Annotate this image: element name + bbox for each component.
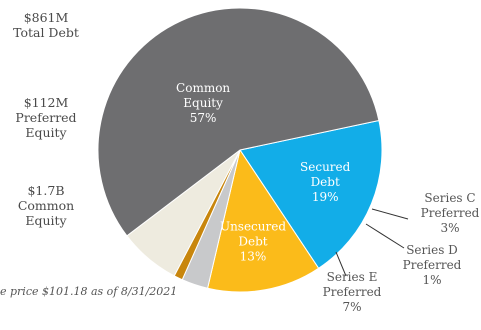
common-equity-label-line-2: Equity [25,213,67,228]
slice-label-line: 19% [312,190,339,204]
leader-line-series-e-preferred [335,251,347,277]
pie-slice-secured-debt [239,119,383,269]
common-equity-value: $1.7B [27,183,65,198]
slice-label-line: 13% [240,249,267,263]
preferred-equity-stat: $112M Preferred Equity [0,95,92,140]
share-price-footnote: e price $101.18 as of 8/31/2021 [0,285,178,298]
slice-label-line: Secured [300,160,351,174]
slice-label-series-e-preferred: Series E Preferred 7% [323,270,382,314]
common-equity-label-line-1: Common [17,198,75,213]
total-debt-label: Total Debt [13,25,79,40]
slice-label-secured-debt: Secured Debt 19% [300,160,351,204]
slice-label-series-d-preferred: Series D Preferred 1% [403,243,462,287]
slice-label-line: Series D [406,243,458,257]
slice-label-line: 3% [440,221,459,235]
slice-label-line: Debt [238,234,267,248]
leader-line-series-d-preferred [365,223,405,249]
slice-label-line: Preferred [421,206,480,220]
leader-line-series-c-preferred [371,208,409,220]
total-debt-stat: $861M Total Debt [0,10,92,40]
slice-label-unsecured-debt: Unsecured Debt 13% [220,219,286,263]
slice-label-line: Common [176,81,230,95]
preferred-equity-label-line-1: Preferred [15,110,77,125]
pie-slice-common-equity [97,7,380,237]
preferred-equity-value: $112M [23,95,69,110]
slice-label-line: 1% [422,273,441,287]
slice-label-line: Series E [327,270,378,284]
slice-label-line: Preferred [403,258,462,272]
slice-label-line: Preferred [323,285,382,299]
common-equity-stat: $1.7B Common Equity [0,183,92,228]
slice-label-common-equity: Common Equity 57% [176,81,230,125]
slice-label-line: 57% [190,111,217,125]
slice-label-line: Equity [183,96,223,110]
slice-label-line: Series C [424,191,475,205]
slice-label-series-c-preferred: Series C Preferred 3% [421,191,480,235]
pie-slice-unsecured-debt [206,148,320,293]
preferred-equity-label-line-2: Equity [25,125,67,140]
slice-label-line: 7% [342,300,361,314]
slice-label-line: Debt [311,175,340,189]
slice-label-line: Unsecured [220,219,286,233]
total-debt-value: $861M [23,10,69,25]
